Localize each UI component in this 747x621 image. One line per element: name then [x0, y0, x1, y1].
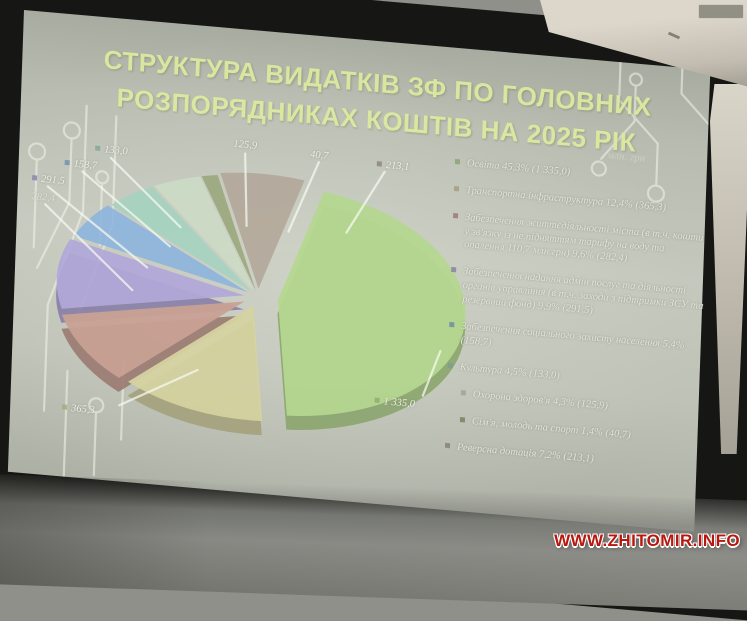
legend-marker-icon — [447, 362, 453, 368]
pie-value-text: 365,3 — [70, 403, 95, 417]
pie-slice-1 — [128, 305, 263, 422]
pie-slice-2 — [61, 301, 245, 378]
legend-item-text: Реверсна дотація 7,2% (213,1) — [456, 442, 595, 466]
pie-slice-0 — [277, 191, 466, 416]
legend-marker-icon — [459, 417, 466, 423]
pie-value-text: 213,1 — [385, 159, 410, 174]
pie-chart-svg — [44, 152, 466, 436]
legend-marker-icon — [454, 158, 461, 165]
legend-marker-icon — [62, 404, 68, 410]
legend-item-text: Сім'я, молодь та спорт 1,4% (40,7) — [471, 416, 631, 442]
label-leader-line — [345, 170, 386, 234]
pie-value-text: 158,7 — [73, 158, 98, 172]
legend-item: Забезпечення соціального захисту населен… — [449, 319, 703, 369]
legend-marker-icon — [449, 321, 455, 328]
label-leader-line — [118, 368, 199, 407]
legend-item-text: Забезпечення надання адмін послуг та дія… — [461, 266, 704, 317]
legend-item-text: Культура 4,5% (133,0) — [459, 361, 560, 382]
legend-marker-icon — [95, 145, 101, 151]
pie-value-text: 282,4 — [31, 191, 56, 205]
screen-brand-chip — [698, 4, 744, 19]
pie-value-label: 40,7 — [310, 149, 329, 162]
label-leader-line — [244, 152, 248, 228]
pie-value-label: 125,9 — [233, 139, 257, 152]
pie-chart: 1 335,0 365,3 282,4 291,5 158,7 133,0 125,9 40,… — [23, 129, 493, 479]
legend-marker-icon — [451, 267, 457, 273]
legend-marker-icon — [453, 185, 460, 192]
legend-item-text: Забезпечення життєдіяльності міста (в т.… — [463, 211, 704, 265]
label-leader-line — [81, 170, 171, 248]
watermark-text: WWW.ZHITOMIR.INFO — [554, 531, 740, 550]
legend-marker-icon — [374, 397, 380, 403]
legend-item-text: Забезпечення соціального захисту населен… — [460, 320, 685, 352]
legend-item: Забезпечення життєдіяльності міста (в т.… — [452, 210, 707, 274]
legend-marker-icon — [460, 390, 466, 396]
pie-slice-6 — [154, 176, 254, 291]
label-leader-line — [109, 156, 182, 229]
legend-item-text: Транспортна інфраструктура 12,4% (365,3) — [465, 184, 667, 214]
pie-value-text: 291,5 — [40, 173, 65, 187]
pie-value-text: 125,9 — [233, 138, 258, 152]
label-leader-line — [287, 161, 320, 233]
pie-slice-5 — [111, 186, 252, 292]
legend-marker-icon — [453, 212, 459, 219]
legend-marker-icon — [32, 175, 38, 181]
legend-item-text: Охорона здоров'я 4,3% (125,9) — [472, 389, 608, 413]
legend-marker-icon — [444, 442, 451, 449]
pie-value-text: 133,0 — [103, 144, 128, 158]
pie-slice-8 — [220, 172, 305, 289]
screen-housing-screw — [667, 31, 681, 40]
label-leader-line — [421, 350, 442, 397]
label-leader-line — [44, 203, 134, 292]
legend-marker-icon — [376, 161, 382, 167]
legend-marker-icon — [64, 159, 70, 166]
label-leader-line — [46, 185, 149, 269]
legend-item: Забезпечення надання адмін послуг та дія… — [450, 264, 705, 328]
chart-legend: Освіта 45,3% (1 335,0) Транспортна інфрас… — [444, 156, 708, 489]
pie-value-label: 282,4 — [31, 191, 55, 204]
pie-slice-3 — [56, 239, 245, 309]
pie-slice-4 — [74, 205, 248, 293]
photo-of-projector-screen: { "photo": { "watermark": "WWW.ZHITOMIR.… — [0, 0, 747, 560]
pie-value-text: 40,7 — [309, 149, 329, 162]
projected-slide: СТРУКТУРА ВИДАТКІВ ЗФ ПО ГОЛОВНИХ РОЗПОР… — [7, 10, 711, 532]
pie-slice-7 — [201, 174, 256, 291]
